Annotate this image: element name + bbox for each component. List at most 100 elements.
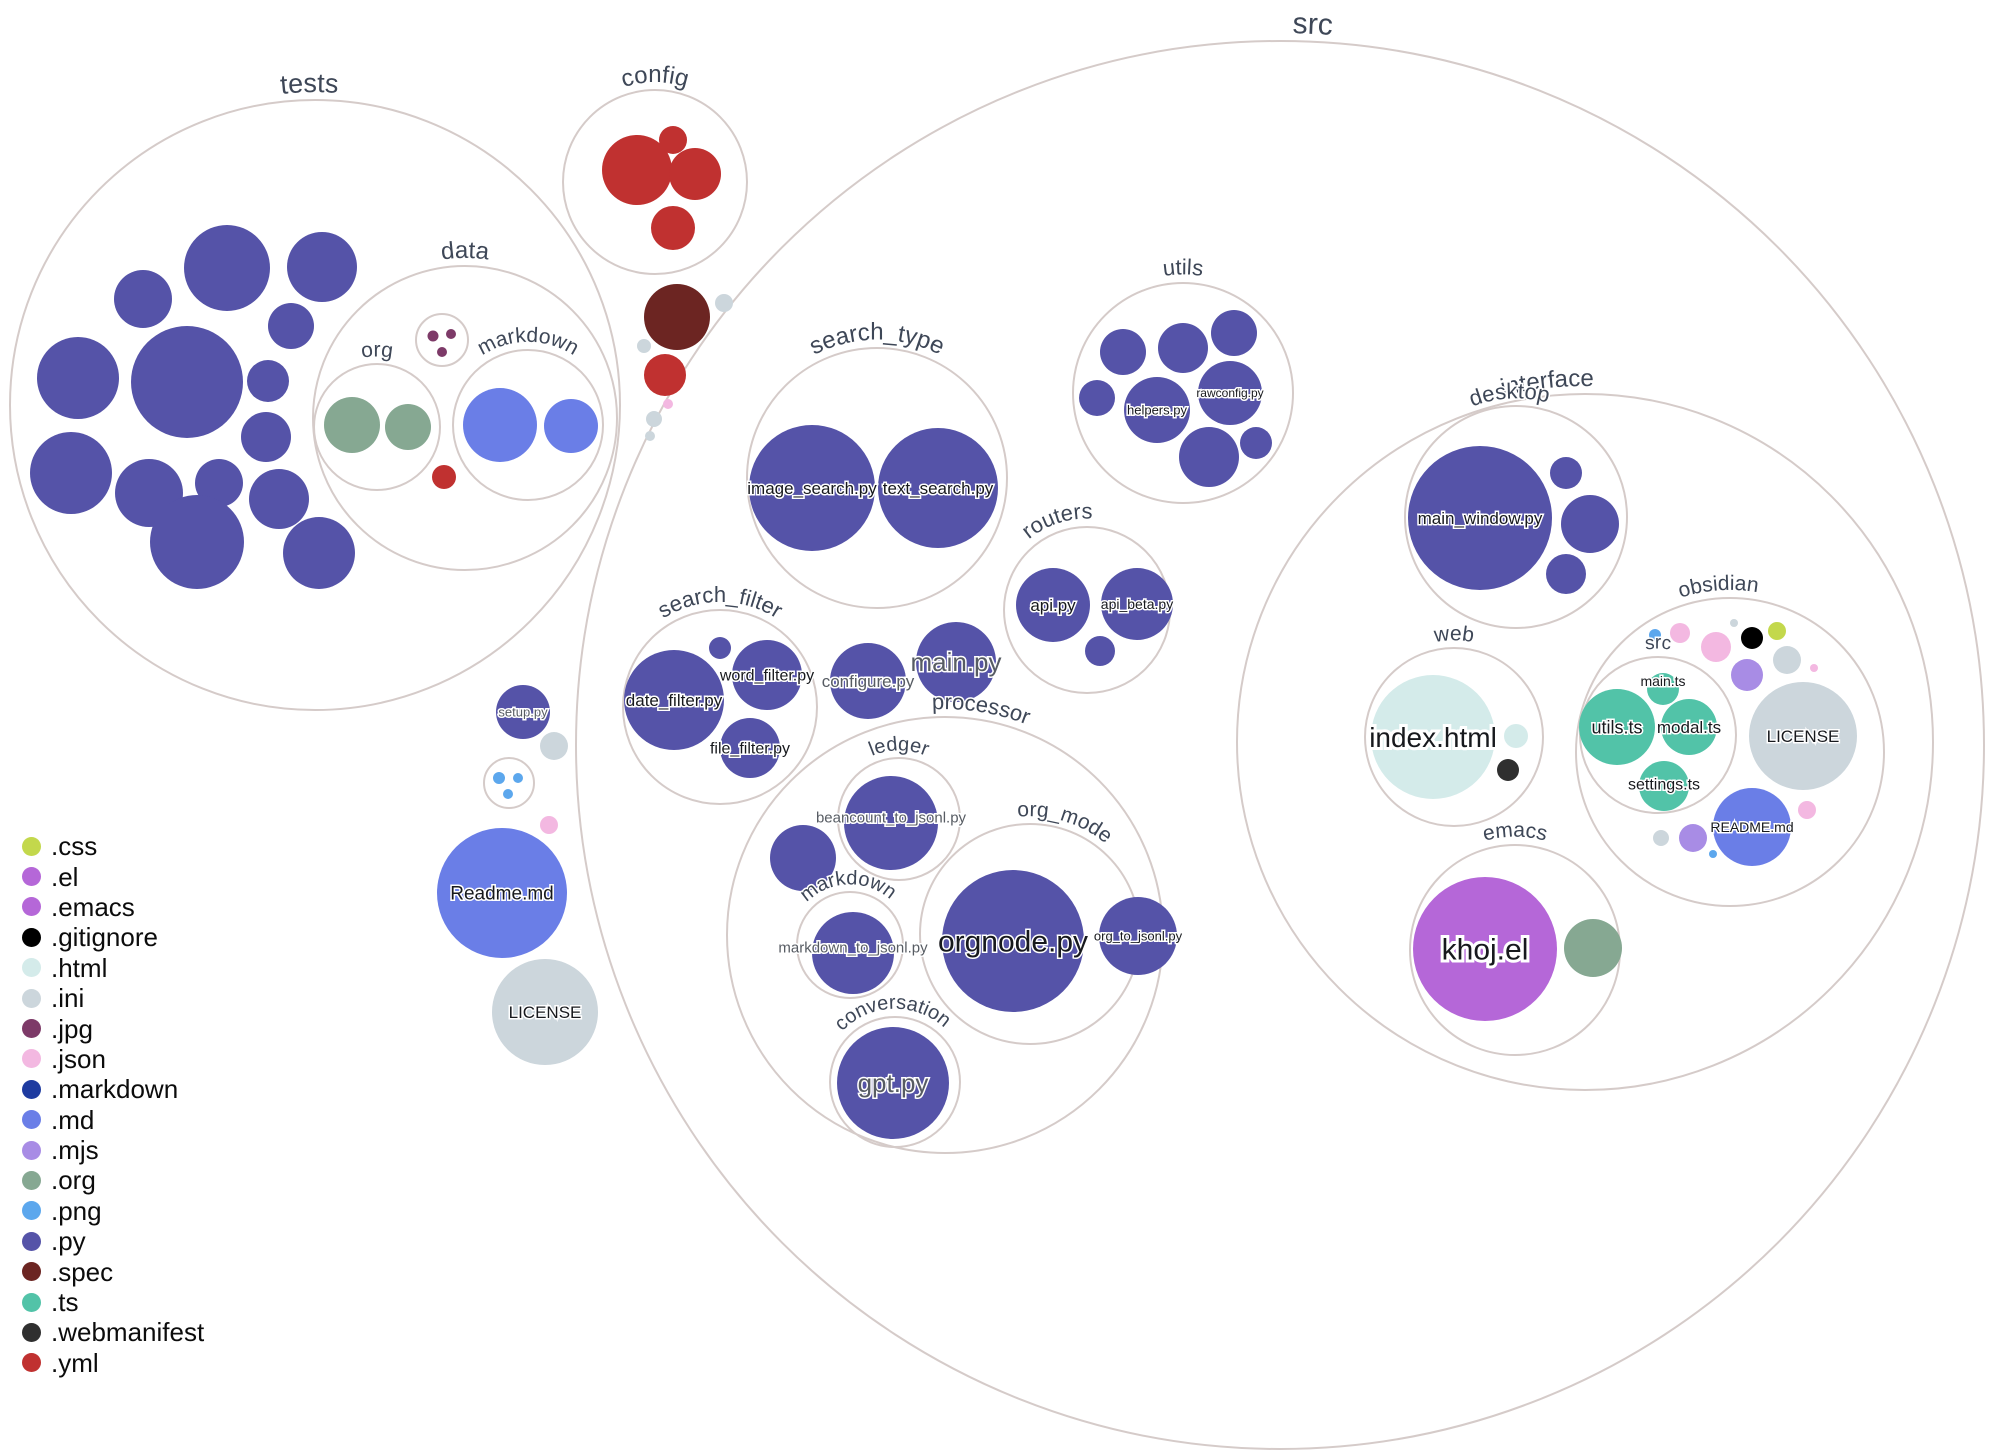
folder-label-emacs: emacs [1481,818,1550,845]
file-circle-settings_ts [1639,761,1689,811]
folder-label-search_type: search_type [805,319,949,361]
file-circle-py [37,337,119,419]
legend-item: .md [22,1105,204,1135]
legend-label: .md [51,1104,95,1135]
file-circle-ini [1730,619,1738,627]
legend-item: .py [22,1226,204,1256]
file-circle-text_search [878,428,998,548]
file-circle-beancount [844,776,938,870]
legend-swatch-icon [22,1201,41,1221]
folder-circle-utils [1072,282,1294,504]
file-circle-html [1504,724,1528,748]
legend-label: .jpg [51,1013,93,1044]
legend-swatch-icon [22,1049,41,1069]
file-circle-png [503,789,513,799]
file-circle-setup_py [496,685,550,739]
file-circle-png [1709,850,1717,858]
file-circle-py [184,225,270,311]
file-circle-py [1085,636,1115,666]
legend-swatch-icon [22,1262,41,1282]
file-circle-utils_ts [1579,689,1655,765]
folder-label-data_markdown: markdown [474,324,583,360]
legend-swatch-icon [22,897,41,917]
file-circle-org [1564,919,1622,977]
legend-swatch-icon [22,1110,41,1130]
legend-label: .json [51,1043,106,1074]
file-label-rawconfig: rawconfig.py [1196,386,1263,400]
folder-label-config: config [618,61,692,93]
legend-label: .el [51,861,79,892]
file-circle-yml [602,135,672,205]
file-circle-markdown_to_jsonl [812,912,894,994]
legend-item: .spec [22,1256,204,1286]
file-label-index_html: index.html [1369,722,1497,753]
folder-circle-jpg-files-folder [415,313,469,367]
legend-swatch-icon [22,958,41,978]
legend-swatch-icon [22,1231,41,1251]
file-label-org_to_jsonl: org_to_jsonl.py [1094,929,1183,944]
legend-item: .webmanifest [22,1317,204,1347]
file-label-configure_py: configure.py [822,672,915,691]
file-circle-ini [637,339,651,353]
file-label-gpt: gpt.py [858,1068,929,1098]
file-circle-image_search [749,425,875,551]
file-circle-obsidian_readme [1713,788,1791,866]
legend-label: .css [51,831,98,862]
legend-label: .png [51,1195,102,1226]
file-circle-jpg [427,330,439,342]
folder-label-web: web [1432,622,1476,647]
file-circle-json [663,399,673,409]
file-label-obsidian_readme: README.md [1710,819,1793,835]
file-circle-license [492,959,598,1065]
legend-label: .ini [51,983,85,1014]
legend-item: .ts [22,1287,204,1317]
file-circle-helpers [1124,377,1190,443]
file-circle-py [131,326,243,438]
folder-circle-interface [1236,393,1934,1091]
file-circle-py [114,270,172,328]
file-circle-json [1810,664,1818,672]
file-circle-obsidian_license [1749,682,1857,790]
file-circle-date_filter [624,650,724,750]
legend-label: .spec [51,1256,114,1287]
file-label-image_search: image_search.py [747,479,877,498]
file-label-utils_ts: utils.ts [1591,717,1642,737]
file-circle-webmanifest [1497,759,1519,781]
file-circle-py [1158,323,1208,373]
file-circle-py [268,303,314,349]
file-circle-main_ts [1647,673,1679,705]
file-circle-file_filter [720,718,780,778]
file-circle-ini [645,431,655,441]
file-circle-png [1649,629,1661,641]
legend-item: .gitignore [22,922,204,952]
file-circle-py [249,469,309,529]
file-circle-py [1546,554,1586,594]
file-circle-py [195,459,243,507]
file-circle-json [1701,632,1731,662]
folder-circle-data [312,265,618,571]
legend-label: .org [51,1165,96,1196]
file-circle-index_html [1371,675,1495,799]
file-circle-org [385,404,431,450]
file-label-main_ts: main.ts [1640,673,1685,689]
folder-circle-conversation [829,1016,961,1148]
legend-item: .yml [22,1348,204,1378]
file-label-api_beta: api_beta.py [1101,596,1173,612]
file-circle-ini [1653,830,1669,846]
legend-swatch-icon [22,1322,41,1342]
file-label-markdown_to_jsonl: markdown_to_jsonl.py [778,939,928,956]
file-circle-org [324,397,380,453]
file-label-obsidian_license: LICENSE [1767,727,1840,746]
folder-circle-config [562,89,748,275]
folder-label-org_mode: org_mode [1017,798,1117,848]
file-circle-yml [659,126,687,154]
file-circle-py [30,432,112,514]
legend-swatch-icon [22,867,41,887]
legend-item: .png [22,1196,204,1226]
file-circle-jpg [446,329,456,339]
file-label-helpers: helpers.py [1127,403,1187,418]
legend-item: .mjs [22,1135,204,1165]
legend-item: .org [22,1165,204,1195]
file-circle-png [493,772,505,784]
